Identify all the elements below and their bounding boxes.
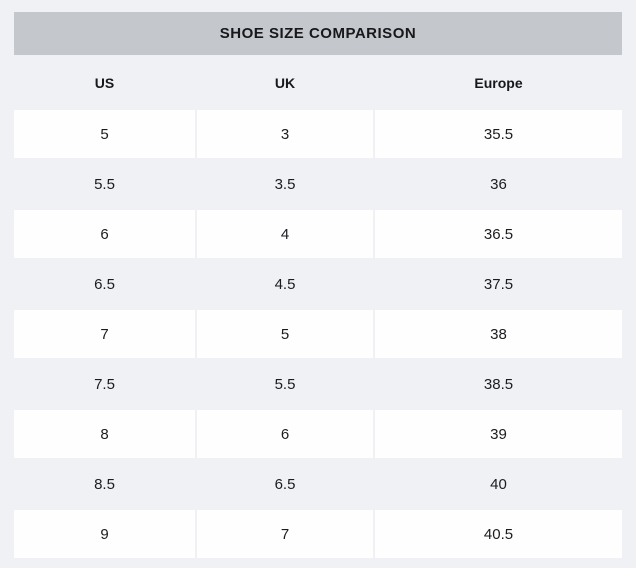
- column-header-us: US: [94, 74, 115, 91]
- column-header-europe: Europe: [474, 74, 523, 91]
- size-table-body: 5 3 35.5 5.5 3.5 36 6 4 36.5 6.5 4.5 37.…: [14, 110, 622, 558]
- cell-us: 7.5: [94, 375, 115, 393]
- table-row: 5 3 35.5: [14, 110, 622, 158]
- cell-uk: 5: [197, 310, 373, 358]
- table-row: 8.5 6.5 40: [14, 460, 622, 508]
- table-row: 8 6 39: [14, 410, 622, 458]
- table-row: 7 5 38: [14, 310, 622, 358]
- cell-europe: 37.5: [483, 275, 514, 293]
- cell-europe: 39: [375, 410, 622, 458]
- column-header-uk: UK: [274, 74, 296, 91]
- table-title-bar: SHOE SIZE COMPARISON: [14, 12, 622, 55]
- table-row: 9 7 40.5: [14, 510, 622, 558]
- cell-us: 8: [14, 410, 195, 458]
- table-row: 5.5 3.5 36: [14, 160, 622, 208]
- cell-us: 7: [14, 310, 195, 358]
- cell-uk: 7: [197, 510, 373, 558]
- cell-us: 8.5: [94, 475, 115, 493]
- cell-uk: 3.5: [274, 175, 296, 193]
- cell-europe: 40.5: [375, 510, 622, 558]
- cell-uk: 6.5: [274, 475, 296, 493]
- cell-uk: 3: [197, 110, 373, 158]
- cell-us: 9: [14, 510, 195, 558]
- cell-europe: 36.5: [375, 210, 622, 258]
- cell-europe: 35.5: [375, 110, 622, 158]
- cell-europe: 38.5: [483, 375, 514, 393]
- table-row: 6 4 36.5: [14, 210, 622, 258]
- cell-us: 6.5: [94, 275, 115, 293]
- table-row: 7.5 5.5 38.5: [14, 360, 622, 408]
- cell-us: 5: [14, 110, 195, 158]
- table-title: SHOE SIZE COMPARISON: [219, 25, 417, 42]
- cell-us: 6: [14, 210, 195, 258]
- cell-europe: 36: [490, 175, 507, 193]
- cell-uk: 4.5: [274, 275, 296, 293]
- cell-us: 5.5: [94, 175, 115, 193]
- table-row: 6.5 4.5 37.5: [14, 260, 622, 308]
- cell-europe: 40: [490, 475, 507, 493]
- cell-uk: 5.5: [274, 375, 296, 393]
- cell-uk: 6: [197, 410, 373, 458]
- column-header-row: US UK Europe: [14, 55, 622, 110]
- cell-europe: 38: [375, 310, 622, 358]
- cell-uk: 4: [197, 210, 373, 258]
